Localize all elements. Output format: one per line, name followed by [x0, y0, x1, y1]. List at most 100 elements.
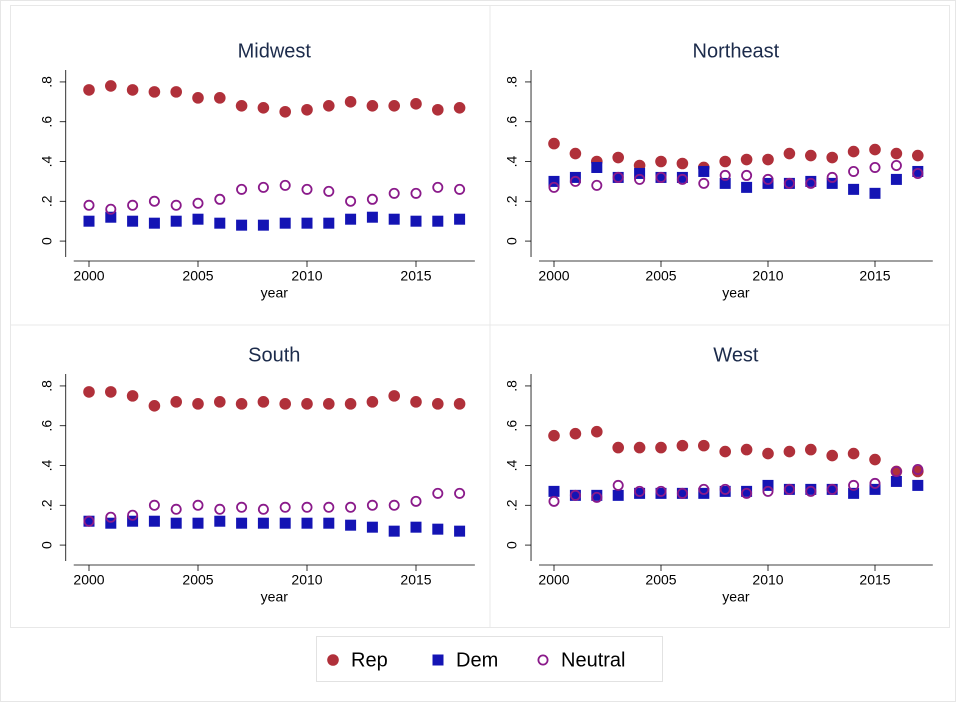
marker-square: [127, 215, 139, 227]
marker-hollow-circle: [170, 199, 182, 211]
y-tick-label: .6: [38, 116, 54, 128]
x-tick-label: 2015: [400, 572, 431, 588]
marker-circle: [83, 84, 95, 96]
marker-square: [214, 217, 226, 229]
marker-hollow-circle: [148, 195, 160, 207]
marker-circle: [192, 398, 204, 410]
marker-hollow-circle: [83, 515, 95, 527]
marker-hollow-circle: [127, 199, 139, 211]
marker-circle: [890, 147, 903, 160]
marker-square: [323, 517, 335, 529]
marker-hollow-circle: [676, 173, 688, 185]
marker-circle: [912, 149, 924, 162]
marker-circle: [548, 429, 560, 442]
x-axis-label: year: [261, 589, 289, 605]
marker-circle: [192, 92, 204, 104]
marker-hollow-circle: [301, 501, 313, 513]
marker-square: [548, 485, 560, 497]
marker-hollow-circle: [826, 483, 838, 495]
y-tick-label: .8: [504, 380, 520, 392]
marker-hollow-circle: [762, 485, 774, 497]
marker-circle: [257, 396, 270, 408]
y-tick-label: .2: [504, 499, 520, 511]
marker-circle: [279, 398, 292, 410]
y-tick-label: 0: [504, 541, 520, 549]
marker-hollow-circle: [890, 465, 902, 477]
marker-hollow-circle: [214, 193, 226, 205]
marker-circle: [805, 443, 817, 456]
marker-square: [410, 521, 422, 533]
marker-hollow-circle: [366, 193, 378, 205]
marker-circle: [235, 100, 248, 112]
marker-hollow-circle: [848, 165, 860, 177]
y-tick-label: .6: [504, 116, 520, 128]
marker-circle: [912, 465, 924, 478]
marker-square: [655, 171, 667, 183]
marker-circle: [126, 84, 139, 96]
marker-hollow-circle: [655, 485, 667, 497]
marker-hollow-circle: [192, 197, 204, 209]
marker-square: [366, 211, 378, 223]
marker-hollow-circle: [301, 183, 313, 195]
y-tick-label: .8: [38, 380, 54, 392]
marker-circle: [676, 439, 689, 452]
marker-circle: [762, 153, 774, 166]
marker-hollow-circle: [127, 509, 139, 521]
x-tick-label: 2010: [752, 268, 783, 284]
marker-square: [454, 213, 466, 225]
marker-square: [192, 213, 204, 225]
marker-square: [783, 177, 795, 189]
marker-hollow-circle: [410, 495, 422, 507]
marker-circle: [235, 398, 248, 410]
marker-square: [366, 521, 378, 533]
panel-title: South: [248, 344, 300, 366]
marker-square: [192, 517, 204, 529]
y-tick-label: 0: [38, 237, 54, 245]
marker-hollow-circle: [569, 489, 581, 501]
marker-square: [591, 161, 603, 173]
x-axis-label: year: [722, 589, 750, 605]
marker-hollow-circle: [279, 501, 291, 513]
marker-hollow-circle: [105, 203, 117, 215]
marker-square: [634, 167, 646, 179]
marker-square: [301, 217, 313, 229]
marker-hollow-circle: [869, 477, 881, 489]
marker-hollow-circle: [698, 483, 710, 495]
marker-hollow-circle: [257, 503, 269, 515]
marker-circle: [344, 398, 357, 410]
marker-circle: [719, 155, 731, 168]
marker-square: [912, 165, 924, 177]
y-tick-label: .2: [38, 195, 54, 207]
marker-hollow-circle: [236, 501, 248, 513]
marker-square: [236, 517, 248, 529]
legend-marker: [537, 654, 549, 666]
marker-square: [783, 483, 795, 495]
marker-hollow-circle: [741, 487, 753, 499]
marker-square: [805, 483, 817, 495]
marker-hollow-circle: [869, 161, 881, 173]
marker-hollow-circle: [257, 181, 269, 193]
marker-circle: [214, 92, 226, 104]
marker-square: [432, 523, 444, 535]
marker-square: [890, 173, 902, 185]
marker-hollow-circle: [591, 491, 603, 503]
marker-circle: [612, 441, 624, 454]
marker-circle: [323, 398, 335, 410]
marker-circle: [826, 151, 838, 164]
marker-hollow-circle: [762, 173, 774, 185]
marker-square: [698, 165, 710, 177]
x-tick-label: 2000: [73, 268, 104, 284]
marker-hollow-circle: [741, 169, 753, 181]
marker-hollow-circle: [148, 499, 160, 511]
marker-square: [170, 215, 182, 227]
marker-square: [454, 525, 466, 537]
marker-square: [848, 183, 860, 195]
x-tick-label: 2005: [182, 572, 213, 588]
marker-circle: [388, 100, 401, 112]
marker-square: [591, 489, 603, 501]
marker-circle: [847, 145, 860, 158]
marker-hollow-circle: [548, 181, 560, 193]
legend-label: Neutral: [561, 649, 625, 671]
marker-circle: [740, 443, 753, 456]
marker-hollow-circle: [192, 499, 204, 511]
